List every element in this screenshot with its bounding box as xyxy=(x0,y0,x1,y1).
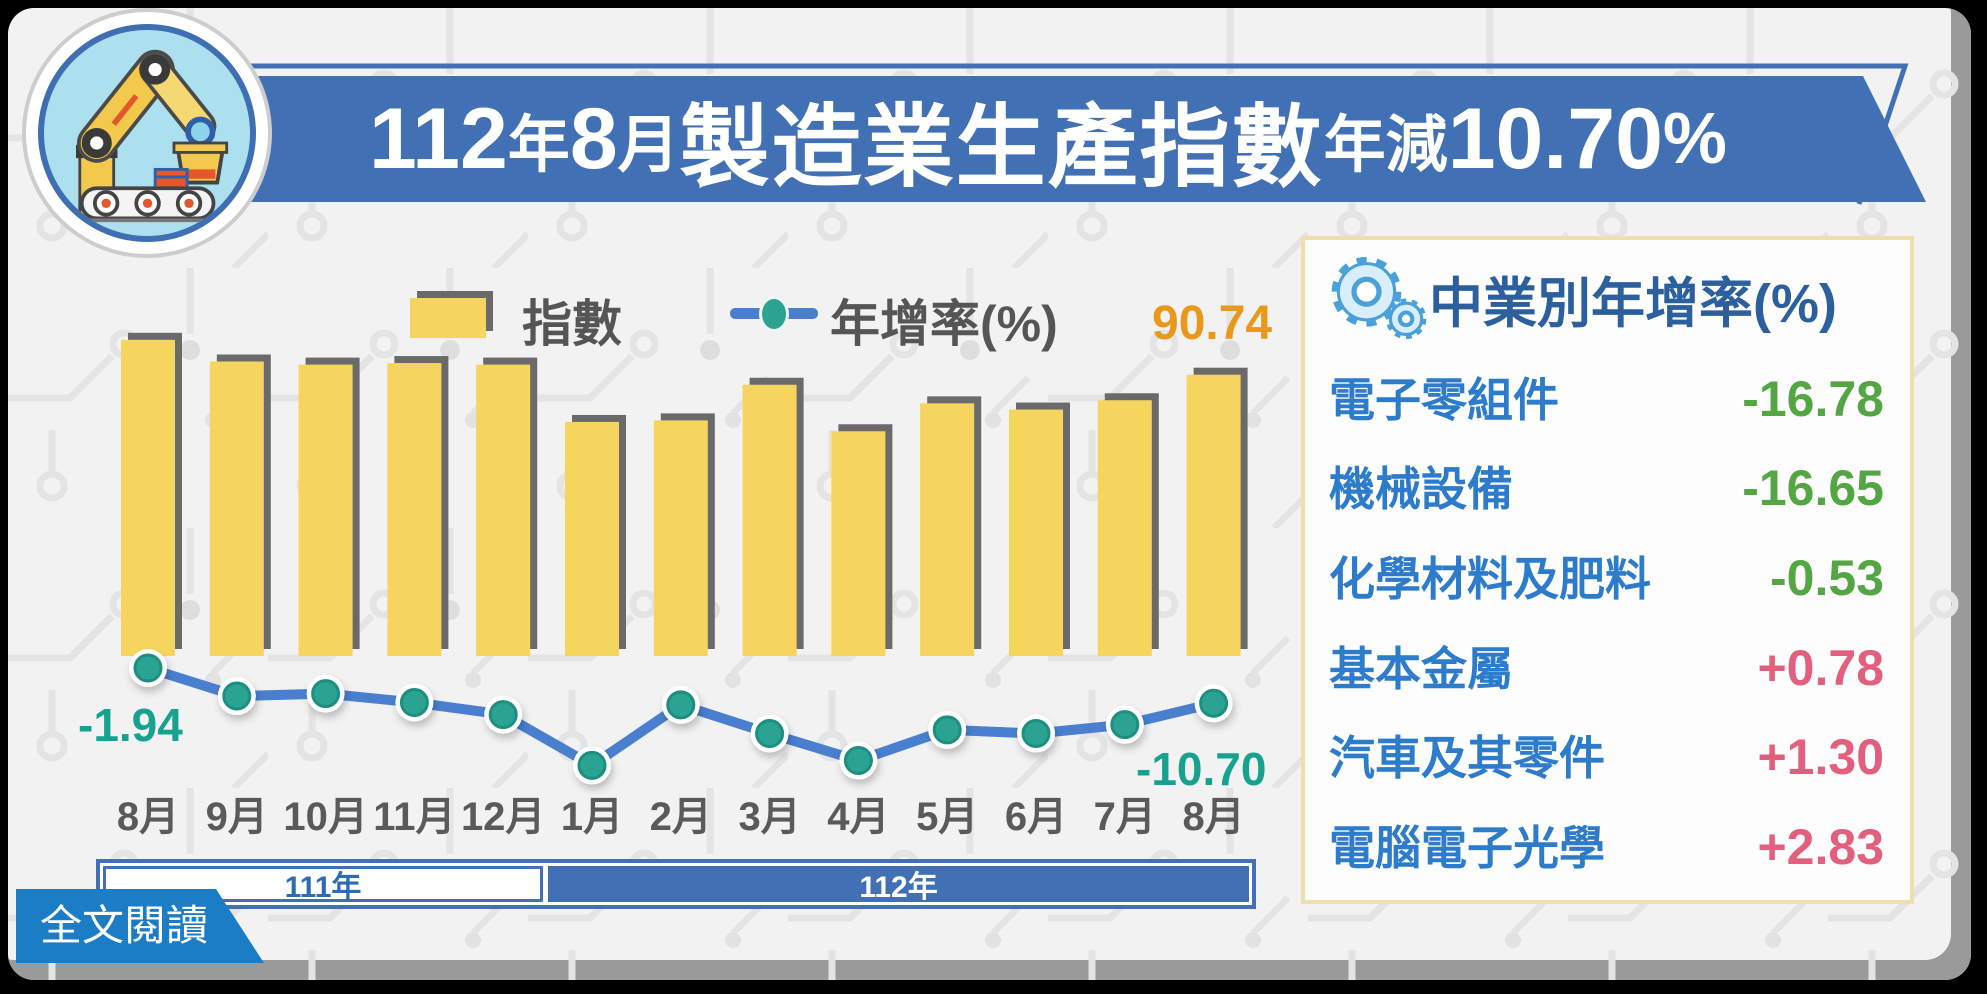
panel-header: 中業別年增率(%) xyxy=(1329,256,1884,340)
legend-bar-label: 指數 xyxy=(522,296,622,352)
year-band-112: 112年 xyxy=(548,866,1249,904)
legend-line-swatch xyxy=(730,296,818,332)
industry-name: 汽車及其零件 xyxy=(1329,732,1605,785)
year-axis-band: 111年 112年 xyxy=(96,859,1256,909)
industry-name: 電腦電子光學 xyxy=(1329,821,1605,874)
first-yoy-annotation: -1.94 xyxy=(78,699,183,751)
title-change-value: 10.70 xyxy=(1447,90,1663,187)
industry-row: 電子零組件 -16.78 xyxy=(1329,364,1884,430)
legend-bar-swatch xyxy=(410,298,486,338)
industry-row: 電腦電子光學 +2.83 xyxy=(1329,812,1884,878)
robot-arm-icon xyxy=(38,24,256,242)
title-percent-sign: % xyxy=(1662,99,1727,179)
title-subject: 製造業生產指數 xyxy=(679,98,1324,198)
read-full-text-button[interactable]: 全文閱讀 xyxy=(16,889,264,963)
gears-icon xyxy=(1331,256,1427,340)
industry-value: -16.65 xyxy=(1742,460,1884,517)
title-year-suffix: 年 xyxy=(507,111,570,180)
latest-index-annotation: 90.74 xyxy=(1152,297,1273,350)
title-banner: 112 年 8 月製造業生產指數 年減 10.70% xyxy=(170,76,1926,202)
industry-value: +0.78 xyxy=(1757,639,1884,696)
industry-value: -0.53 xyxy=(1770,549,1884,606)
industry-name: 基本金屬 xyxy=(1329,642,1513,695)
industry-row: 化學材料及肥料 -0.53 xyxy=(1329,543,1884,609)
infographic-frame: 112 年 8 月製造業生產指數 年減 10.70% xyxy=(8,8,1971,980)
title-change-label: 年減 xyxy=(1323,111,1448,180)
industry-name: 化學材料及肥料 xyxy=(1329,552,1651,605)
industry-value: +1.30 xyxy=(1757,729,1884,786)
industry-name: 電子零組件 xyxy=(1329,373,1559,426)
industry-growth-panel: 中業別年增率(%) 電子零組件 -16.78 機械設備 -16.65 化學材料及… xyxy=(1301,236,1914,904)
industry-row: 機械設備 -16.65 xyxy=(1329,453,1884,519)
industry-value: -16.78 xyxy=(1742,370,1884,427)
title-month: 8 xyxy=(569,90,618,187)
industry-name: 機械設備 xyxy=(1329,463,1513,516)
legend-line-dot-icon xyxy=(759,296,789,332)
title-year: 112 xyxy=(369,90,508,187)
latest-yoy-annotation: -10.70 xyxy=(1136,743,1267,795)
panel-title: 中業別年增率(%) xyxy=(1429,273,1837,334)
title-month-suffix: 月 xyxy=(617,111,680,180)
industry-value: +2.83 xyxy=(1757,818,1884,875)
legend-line-label: 年增率(%) xyxy=(830,296,1058,352)
industry-row: 汽車及其零件 +1.30 xyxy=(1329,722,1884,788)
industry-row: 基本金屬 +0.78 xyxy=(1329,633,1884,699)
